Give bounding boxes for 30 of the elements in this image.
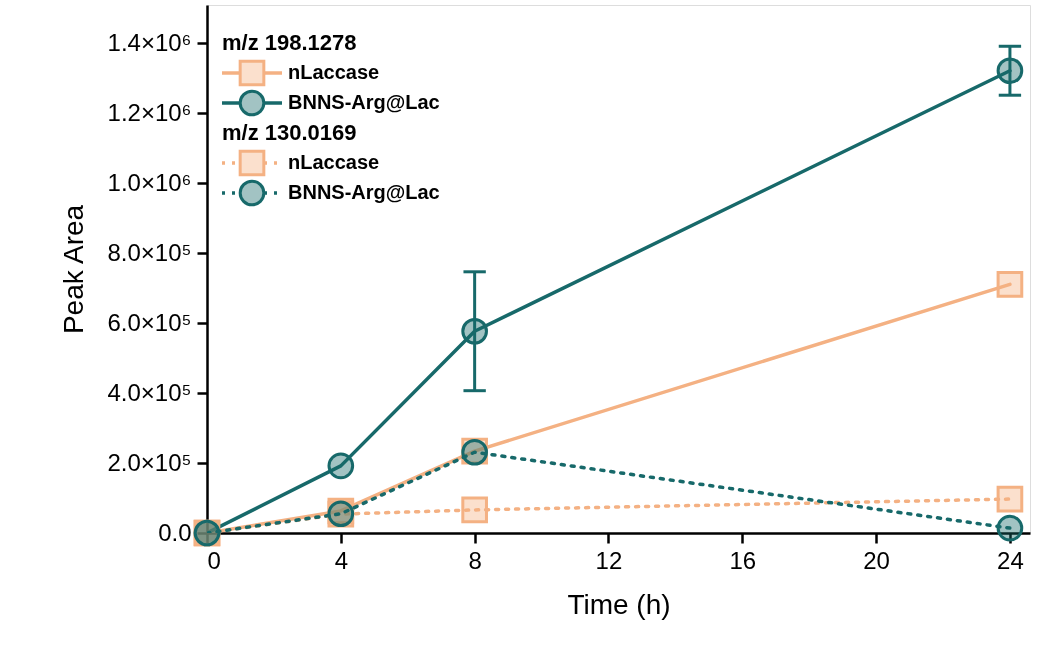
y-tick-label: 1.0×10⁶ [107, 168, 192, 196]
y-tick-label: 2.0×10⁵ [107, 448, 192, 476]
x-tick-label: 0 [207, 546, 221, 574]
point [996, 485, 1024, 513]
y-tick-label: 6.0×10⁵ [107, 308, 192, 336]
y-tick-label: 1.2×10⁶ [107, 98, 192, 126]
legend-label: BNNS-Arg@Lac [288, 181, 440, 203]
y-tick-label: 1.4×10⁶ [107, 28, 192, 56]
y-tick-label: 0.0 [158, 518, 192, 546]
legend-label: nLaccase [288, 61, 380, 83]
point [996, 57, 1024, 85]
point [327, 452, 355, 480]
x-tick-label: 24 [997, 546, 1024, 574]
x-tick-label: 12 [595, 546, 623, 574]
annotation: m/z 198.1278 [222, 30, 357, 55]
y-tick-label: 8.0×10⁵ [107, 238, 192, 266]
x-tick-label: 20 [863, 546, 890, 574]
x-axis-title: Time (h) [567, 588, 671, 620]
annotation: m/z 130.0169 [222, 120, 357, 145]
point [461, 496, 488, 524]
x-tick-label: 16 [729, 546, 757, 574]
y-axis-title: Peak Area [58, 204, 90, 335]
x-tick-label: 8 [468, 546, 482, 574]
point [996, 271, 1024, 298]
legend-label: nLaccase [288, 151, 380, 173]
point [461, 317, 488, 345]
point [996, 514, 1024, 542]
legend-label: BNNS-Arg@Lac [288, 91, 440, 113]
y-tick-label: 4.0×10⁵ [107, 378, 192, 406]
x-tick-label: 4 [334, 546, 348, 574]
